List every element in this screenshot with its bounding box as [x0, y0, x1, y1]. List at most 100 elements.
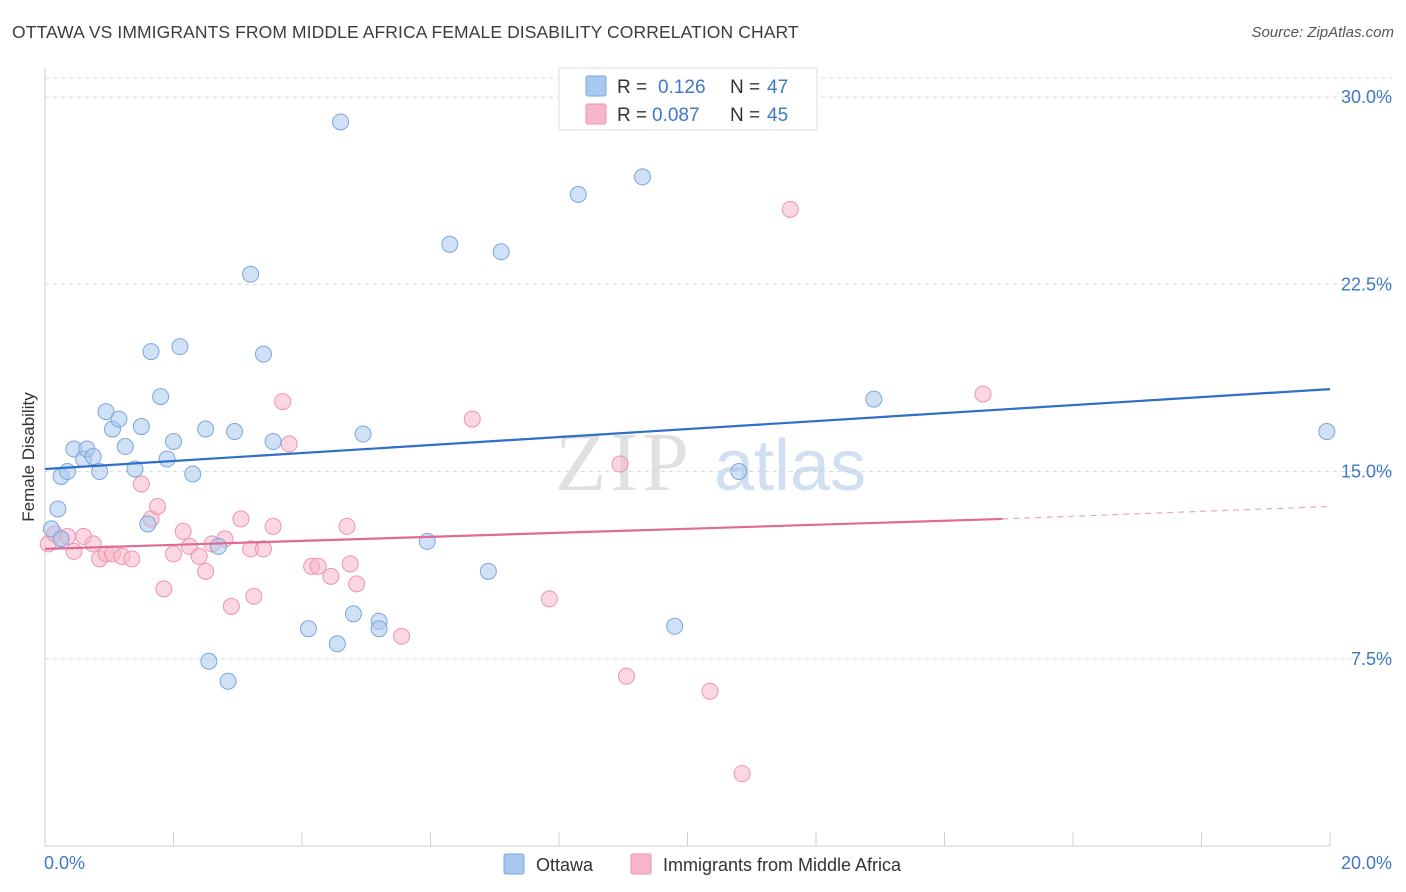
- data-point-ottawa: [110, 410, 128, 428]
- data-point-middle-africa: [123, 550, 141, 568]
- data-point-middle-africa: [197, 562, 215, 580]
- series-legend: Ottawa Immigrants from Middle Africa: [503, 853, 902, 875]
- data-point-ottawa: [171, 338, 189, 356]
- data-point-ottawa: [492, 243, 510, 261]
- data-point-middle-africa: [701, 682, 719, 700]
- data-point-ottawa: [49, 500, 67, 518]
- axes: [44, 68, 1331, 847]
- data-point-ottawa: [184, 465, 202, 483]
- legend-swatch-middle-africa: [585, 103, 607, 125]
- data-point-ottawa: [58, 463, 76, 480]
- legend-r-label-middle-africa: R =: [617, 105, 647, 126]
- data-point-middle-africa: [245, 587, 263, 605]
- data-point-ottawa: [328, 635, 346, 653]
- watermark: ZIP atlas: [555, 416, 866, 509]
- data-point-ottawa: [158, 450, 176, 468]
- bottom-legend-swatch-ottawa: [503, 853, 525, 875]
- data-point-ottawa: [1318, 423, 1336, 441]
- stats-legend: R = 0.126 N = 47 R = 0.087 N = 45: [558, 67, 818, 131]
- data-point-ottawa: [165, 433, 182, 451]
- data-point-ottawa: [219, 672, 237, 690]
- y-axis-label: Female Disability: [19, 392, 38, 522]
- data-point-middle-africa: [174, 522, 192, 540]
- trend-line-middle-africa: [44, 517, 1003, 550]
- data-point-middle-africa: [222, 597, 240, 615]
- data-point-middle-africa: [611, 455, 629, 473]
- data-point-ottawa: [200, 652, 218, 670]
- legend-n-value-ottawa: 47: [767, 77, 788, 98]
- data-point-ottawa: [52, 530, 70, 548]
- data-point-ottawa: [254, 345, 272, 363]
- data-point-ottawa: [242, 265, 260, 283]
- data-point-middle-africa: [280, 435, 298, 453]
- y-tick-label: 15.0%: [1341, 462, 1392, 482]
- data-point-ottawa: [479, 562, 497, 580]
- data-point-middle-africa: [617, 667, 635, 685]
- data-point-middle-africa: [132, 475, 150, 493]
- data-point-ottawa: [84, 448, 102, 466]
- legend-n-label-ottawa: N =: [730, 77, 760, 98]
- data-point-ottawa: [730, 463, 748, 480]
- trend-line-middle-africa-extrapolated: [1002, 505, 1331, 520]
- data-point-ottawa: [97, 403, 115, 421]
- data-point-middle-africa: [264, 517, 282, 535]
- data-point-ottawa: [91, 463, 109, 480]
- x-axis-ticks: [44, 832, 1331, 846]
- data-point-middle-africa: [232, 510, 250, 528]
- data-point-middle-africa: [974, 385, 992, 403]
- data-point-middle-africa: [165, 545, 182, 563]
- data-point-ottawa: [569, 185, 587, 203]
- data-point-middle-africa: [254, 540, 272, 558]
- data-point-ottawa: [634, 168, 652, 186]
- chart-source: Source: ZipAtlas.com: [1251, 24, 1394, 41]
- y-tick-label: 30.0%: [1341, 87, 1392, 107]
- data-point-middle-africa: [148, 497, 166, 515]
- y-tick-label: 22.5%: [1341, 274, 1392, 294]
- data-point-ottawa: [226, 423, 244, 441]
- y-tick-label: 7.5%: [1351, 649, 1392, 669]
- legend-r-value-ottawa: 0.126: [658, 77, 706, 98]
- legend-n-label-middle-africa: N =: [730, 105, 760, 126]
- data-point-middle-africa: [338, 517, 356, 535]
- data-point-ottawa: [441, 235, 459, 253]
- data-point-ottawa: [332, 113, 350, 131]
- data-point-middle-africa: [65, 542, 83, 560]
- data-point-middle-africa: [322, 567, 340, 585]
- chart-title: OTTAWA VS IMMIGRANTS FROM MIDDLE AFRICA …: [12, 22, 799, 42]
- trend-line-ottawa: [44, 388, 1331, 471]
- bottom-legend-label-middle-africa: Immigrants from Middle Africa: [663, 855, 902, 875]
- data-point-middle-africa: [540, 590, 558, 608]
- data-point-middle-africa: [341, 555, 359, 573]
- data-point-middle-africa: [190, 547, 208, 565]
- data-point-ottawa: [197, 420, 215, 438]
- data-point-ottawa: [354, 425, 372, 443]
- data-point-ottawa: [142, 343, 160, 361]
- data-point-middle-africa: [348, 575, 366, 593]
- data-point-ottawa: [116, 438, 134, 456]
- legend-r-label-ottawa: R =: [617, 77, 647, 98]
- legend-n-value-middle-africa: 45: [767, 105, 788, 126]
- bottom-legend-swatch-middle-africa: [630, 853, 652, 875]
- data-point-ottawa: [865, 390, 883, 408]
- data-point-middle-africa: [733, 765, 751, 783]
- series-ottawa-points: [42, 113, 1336, 690]
- data-point-middle-africa: [309, 557, 327, 575]
- x-axis-tick-labels: 0.0% 20.0%: [44, 853, 1392, 873]
- legend-r-value-middle-africa: 0.087: [652, 105, 700, 126]
- data-point-ottawa: [344, 605, 362, 623]
- data-point-ottawa: [370, 620, 388, 638]
- data-point-ottawa: [264, 433, 282, 451]
- x-tick-label-max: 20.0%: [1341, 853, 1392, 873]
- y-axis-tick-labels: 7.5% 15.0% 22.5% 30.0%: [1341, 87, 1392, 669]
- data-point-ottawa: [132, 418, 150, 436]
- data-point-ottawa: [209, 537, 227, 555]
- data-point-ottawa: [666, 617, 684, 635]
- data-point-middle-africa: [155, 580, 173, 598]
- legend-swatch-ottawa: [585, 75, 607, 97]
- data-point-middle-africa: [274, 393, 292, 411]
- data-point-ottawa: [299, 620, 317, 638]
- data-point-middle-africa: [463, 410, 481, 428]
- data-point-middle-africa: [393, 627, 411, 645]
- data-point-ottawa: [126, 460, 144, 478]
